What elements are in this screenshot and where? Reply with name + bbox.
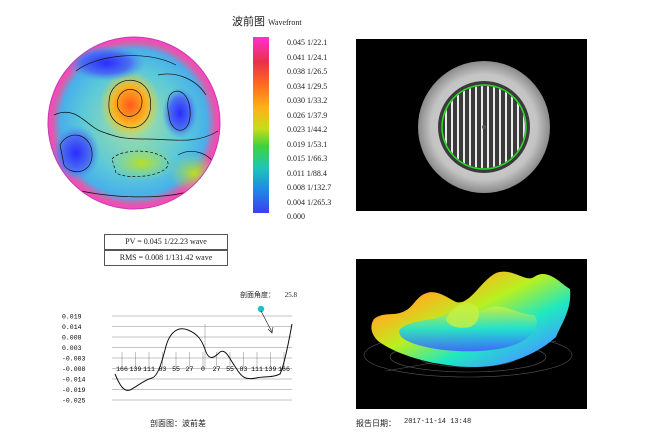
profile-y-tick: -0.008 <box>62 366 86 373</box>
profile-x-tick: 111 <box>143 366 155 373</box>
profile-chart: 0.019 0.014 0.008 0.003 -0.003 -0.008 -0.014 -0… <box>62 306 293 405</box>
title-cn: 波前图 <box>232 16 265 28</box>
rms-value: RMS = 0.008 1/131.42 wave <box>104 250 228 266</box>
color-scale-label: 0.004 1/265.3 <box>287 197 332 207</box>
profile-caption: 剖面图：波前差 <box>150 419 206 428</box>
color-scale-label: 0.026 1/37.9 <box>287 110 328 120</box>
wavefront-3d-surface <box>356 259 587 409</box>
report-date-label: 报告日期： <box>356 419 396 428</box>
profile-y-tick: 0.008 <box>62 335 82 342</box>
color-scale-label: 0.038 1/26.5 <box>287 67 328 76</box>
profile-x-tick: 83 <box>240 366 248 373</box>
wavefront-title: 波前图 Wavefront <box>232 13 302 29</box>
profile-y-tick: 0.003 <box>62 345 82 352</box>
color-scale-label: 0.041 1/24.1 <box>287 52 328 62</box>
profile-x-tick: 55 <box>226 366 234 373</box>
color-scale-label: 0.023 1/44.2 <box>287 125 328 134</box>
profile-x-tick: 139 <box>130 366 142 373</box>
profile-angle: 剖面角度： 25.8 <box>240 290 297 300</box>
profile-x-tick: 166 <box>278 366 290 373</box>
profile-y-tick: 0.014 <box>62 324 82 331</box>
profile-x-tick: 27 <box>213 366 221 373</box>
profile-x-tick: 139 <box>265 366 277 373</box>
title-en: Wavefront <box>268 18 302 27</box>
profile-x-tick: 0 <box>201 366 205 373</box>
report-date-value: 2017-11-14 13:48 <box>404 418 472 426</box>
color-scale-label: 0.034 1/29.5 <box>287 81 328 91</box>
profile-x-tick: 27 <box>186 366 194 373</box>
color-scale-label: 0.030 1/33.2 <box>287 96 328 105</box>
color-scale-bar <box>253 37 269 213</box>
profile-y-tick: -0.019 <box>62 387 86 394</box>
profile-y-tick: -0.014 <box>62 377 86 384</box>
wavefront-map <box>47 36 221 210</box>
profile-y-tick: -0.003 <box>62 356 86 363</box>
color-scale-label: 0.000 <box>287 212 305 221</box>
color-scale-label: 0.011 1/88.4 <box>287 168 327 178</box>
color-scale-label: 0.015 1/66.3 <box>287 154 328 163</box>
color-scale-label: 0.045 1/22.1 <box>287 38 328 47</box>
profile-y-tick: 0.019 <box>62 314 82 321</box>
color-scale-label: 0.019 1/53.1 <box>287 139 328 149</box>
color-scale-label: 0.008 1/132.7 <box>287 183 332 192</box>
profile-x-tick: 166 <box>116 366 128 373</box>
interferogram-image <box>356 39 587 211</box>
profile-x-tick: 55 <box>172 366 180 373</box>
profile-x-tick: 111 <box>251 366 263 373</box>
pv-value: PV = 0.045 1/22.23 wave <box>104 234 228 250</box>
profile-angle-value: 25.8 <box>284 291 297 299</box>
profile-y-tick: -0.025 <box>62 398 86 405</box>
profile-x-tick: 83 <box>159 366 167 373</box>
profile-angle-label: 剖面角度： <box>240 291 275 299</box>
